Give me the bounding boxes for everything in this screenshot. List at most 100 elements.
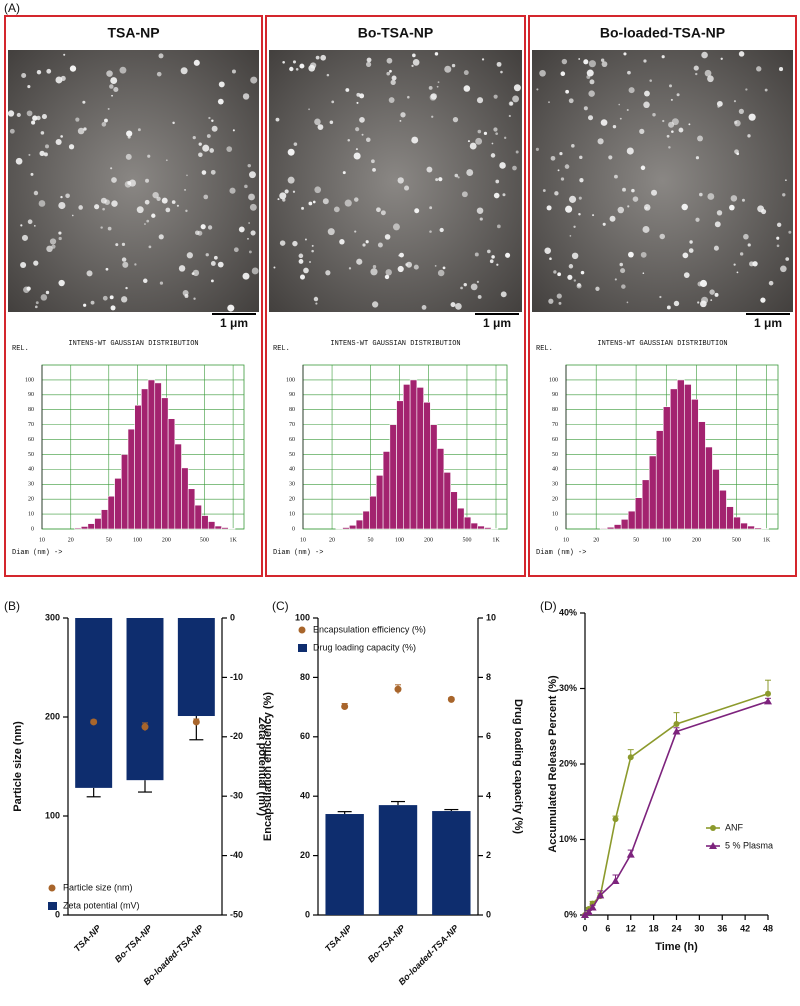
- tem-particle: [9, 128, 15, 134]
- tem-particle: [512, 95, 520, 103]
- panel-label: (C): [272, 599, 289, 613]
- tem-particle: [193, 297, 196, 300]
- legend-marker: [298, 644, 307, 652]
- tem-particle: [673, 300, 680, 307]
- x-tick-label: 1K: [229, 537, 237, 543]
- tem-particle: [45, 290, 50, 295]
- y-header: REL.: [273, 345, 290, 353]
- tem-particle: [476, 207, 484, 215]
- tem-particle: [569, 235, 572, 237]
- tem-particle: [250, 230, 256, 236]
- tem-particle: [325, 270, 331, 276]
- histogram-bar: [389, 424, 397, 530]
- x-tick-label: 12: [626, 923, 636, 933]
- tem-particle: [35, 301, 39, 305]
- tem-particle: [695, 217, 700, 222]
- tem-particle: [476, 97, 484, 104]
- tem-particle: [365, 61, 372, 67]
- tem-particle: [304, 238, 307, 241]
- tem-particle: [217, 98, 224, 105]
- tem-particle: [49, 238, 57, 245]
- tem-particle: [158, 53, 164, 59]
- histogram-bar: [174, 443, 182, 530]
- tem-particle: [760, 297, 766, 303]
- tem-particle: [764, 88, 768, 92]
- y-tick-label: 60: [300, 731, 310, 741]
- tem-particle: [159, 281, 164, 285]
- tem-particle: [474, 252, 479, 257]
- histogram-bar: [154, 382, 162, 530]
- tem-particle: [60, 195, 63, 199]
- panel-title: Bo-loaded-TSA-NP: [600, 25, 725, 41]
- tem-particle: [557, 272, 562, 277]
- tem-particle: [342, 171, 346, 175]
- x-tick-label: 6: [605, 923, 610, 933]
- x-tick-label: 20: [68, 537, 74, 543]
- tem-particle: [372, 167, 376, 172]
- tem-particle: [198, 142, 202, 146]
- tem-particle: [670, 98, 673, 101]
- tem-particle: [454, 173, 459, 178]
- tem-particle: [588, 60, 596, 68]
- tem-particle: [589, 79, 595, 85]
- tem-particle: [210, 261, 216, 266]
- histogram-bar: [477, 525, 485, 530]
- x-tick-label: 10: [39, 537, 45, 543]
- tem-particle: [34, 305, 38, 309]
- tem-particle: [31, 120, 36, 125]
- tem-particle: [180, 67, 188, 75]
- tem-particle: [58, 279, 65, 287]
- x-tick-label: 50: [106, 537, 112, 543]
- tem-particle: [682, 252, 689, 259]
- histogram-bar: [648, 455, 657, 530]
- tem-particle: [227, 304, 235, 312]
- tem-particle: [549, 257, 552, 261]
- tem-particle: [579, 155, 583, 160]
- x-tick-label: 1K: [492, 537, 500, 543]
- tem-particle: [436, 85, 439, 88]
- tem-particle: [289, 66, 294, 72]
- marker: [626, 850, 635, 858]
- histogram-bar: [221, 527, 229, 530]
- tem-particle: [362, 243, 366, 247]
- tem-particle: [313, 296, 319, 302]
- tem-particle: [45, 144, 50, 149]
- tem-particle: [716, 210, 723, 216]
- tem-particle: [356, 101, 359, 104]
- histogram-bar: [719, 489, 727, 530]
- tem-particle: [600, 119, 608, 126]
- histogram-bar: [627, 510, 636, 530]
- histogram-bar: [201, 515, 209, 530]
- tem-particle: [347, 138, 351, 142]
- tem-particle: [275, 117, 280, 122]
- tem-particle: [107, 107, 110, 110]
- histogram-bar: [121, 454, 129, 530]
- tem-particle: [385, 269, 392, 276]
- histogram-bar: [677, 379, 685, 530]
- tem-particle: [102, 295, 108, 301]
- bar: [378, 805, 418, 915]
- tem-particle: [102, 207, 105, 211]
- tem-particle: [544, 247, 551, 254]
- tem-particle: [161, 197, 168, 204]
- x-tick-label: TSA-NP: [72, 922, 103, 953]
- tem-particle: [411, 64, 414, 68]
- y-tick-label: 100: [549, 377, 558, 383]
- tem-particle: [493, 127, 498, 132]
- tem-particle: [502, 193, 506, 197]
- panel-label: (B): [4, 599, 20, 613]
- tem-particle: [620, 268, 626, 274]
- tem-particle: [733, 100, 737, 103]
- tem-particle: [176, 204, 179, 207]
- y2-tick-label: -30: [230, 791, 243, 801]
- histogram-bar: [335, 528, 343, 530]
- tem-particle: [7, 110, 15, 117]
- tem-particle: [371, 159, 375, 164]
- tem-particle: [203, 194, 209, 200]
- tem-particle: [63, 53, 66, 56]
- tem-particle: [248, 222, 251, 224]
- tem-particle: [513, 84, 521, 92]
- panel-title: Bo-TSA-NP: [358, 25, 433, 41]
- tem-particle: [398, 254, 401, 257]
